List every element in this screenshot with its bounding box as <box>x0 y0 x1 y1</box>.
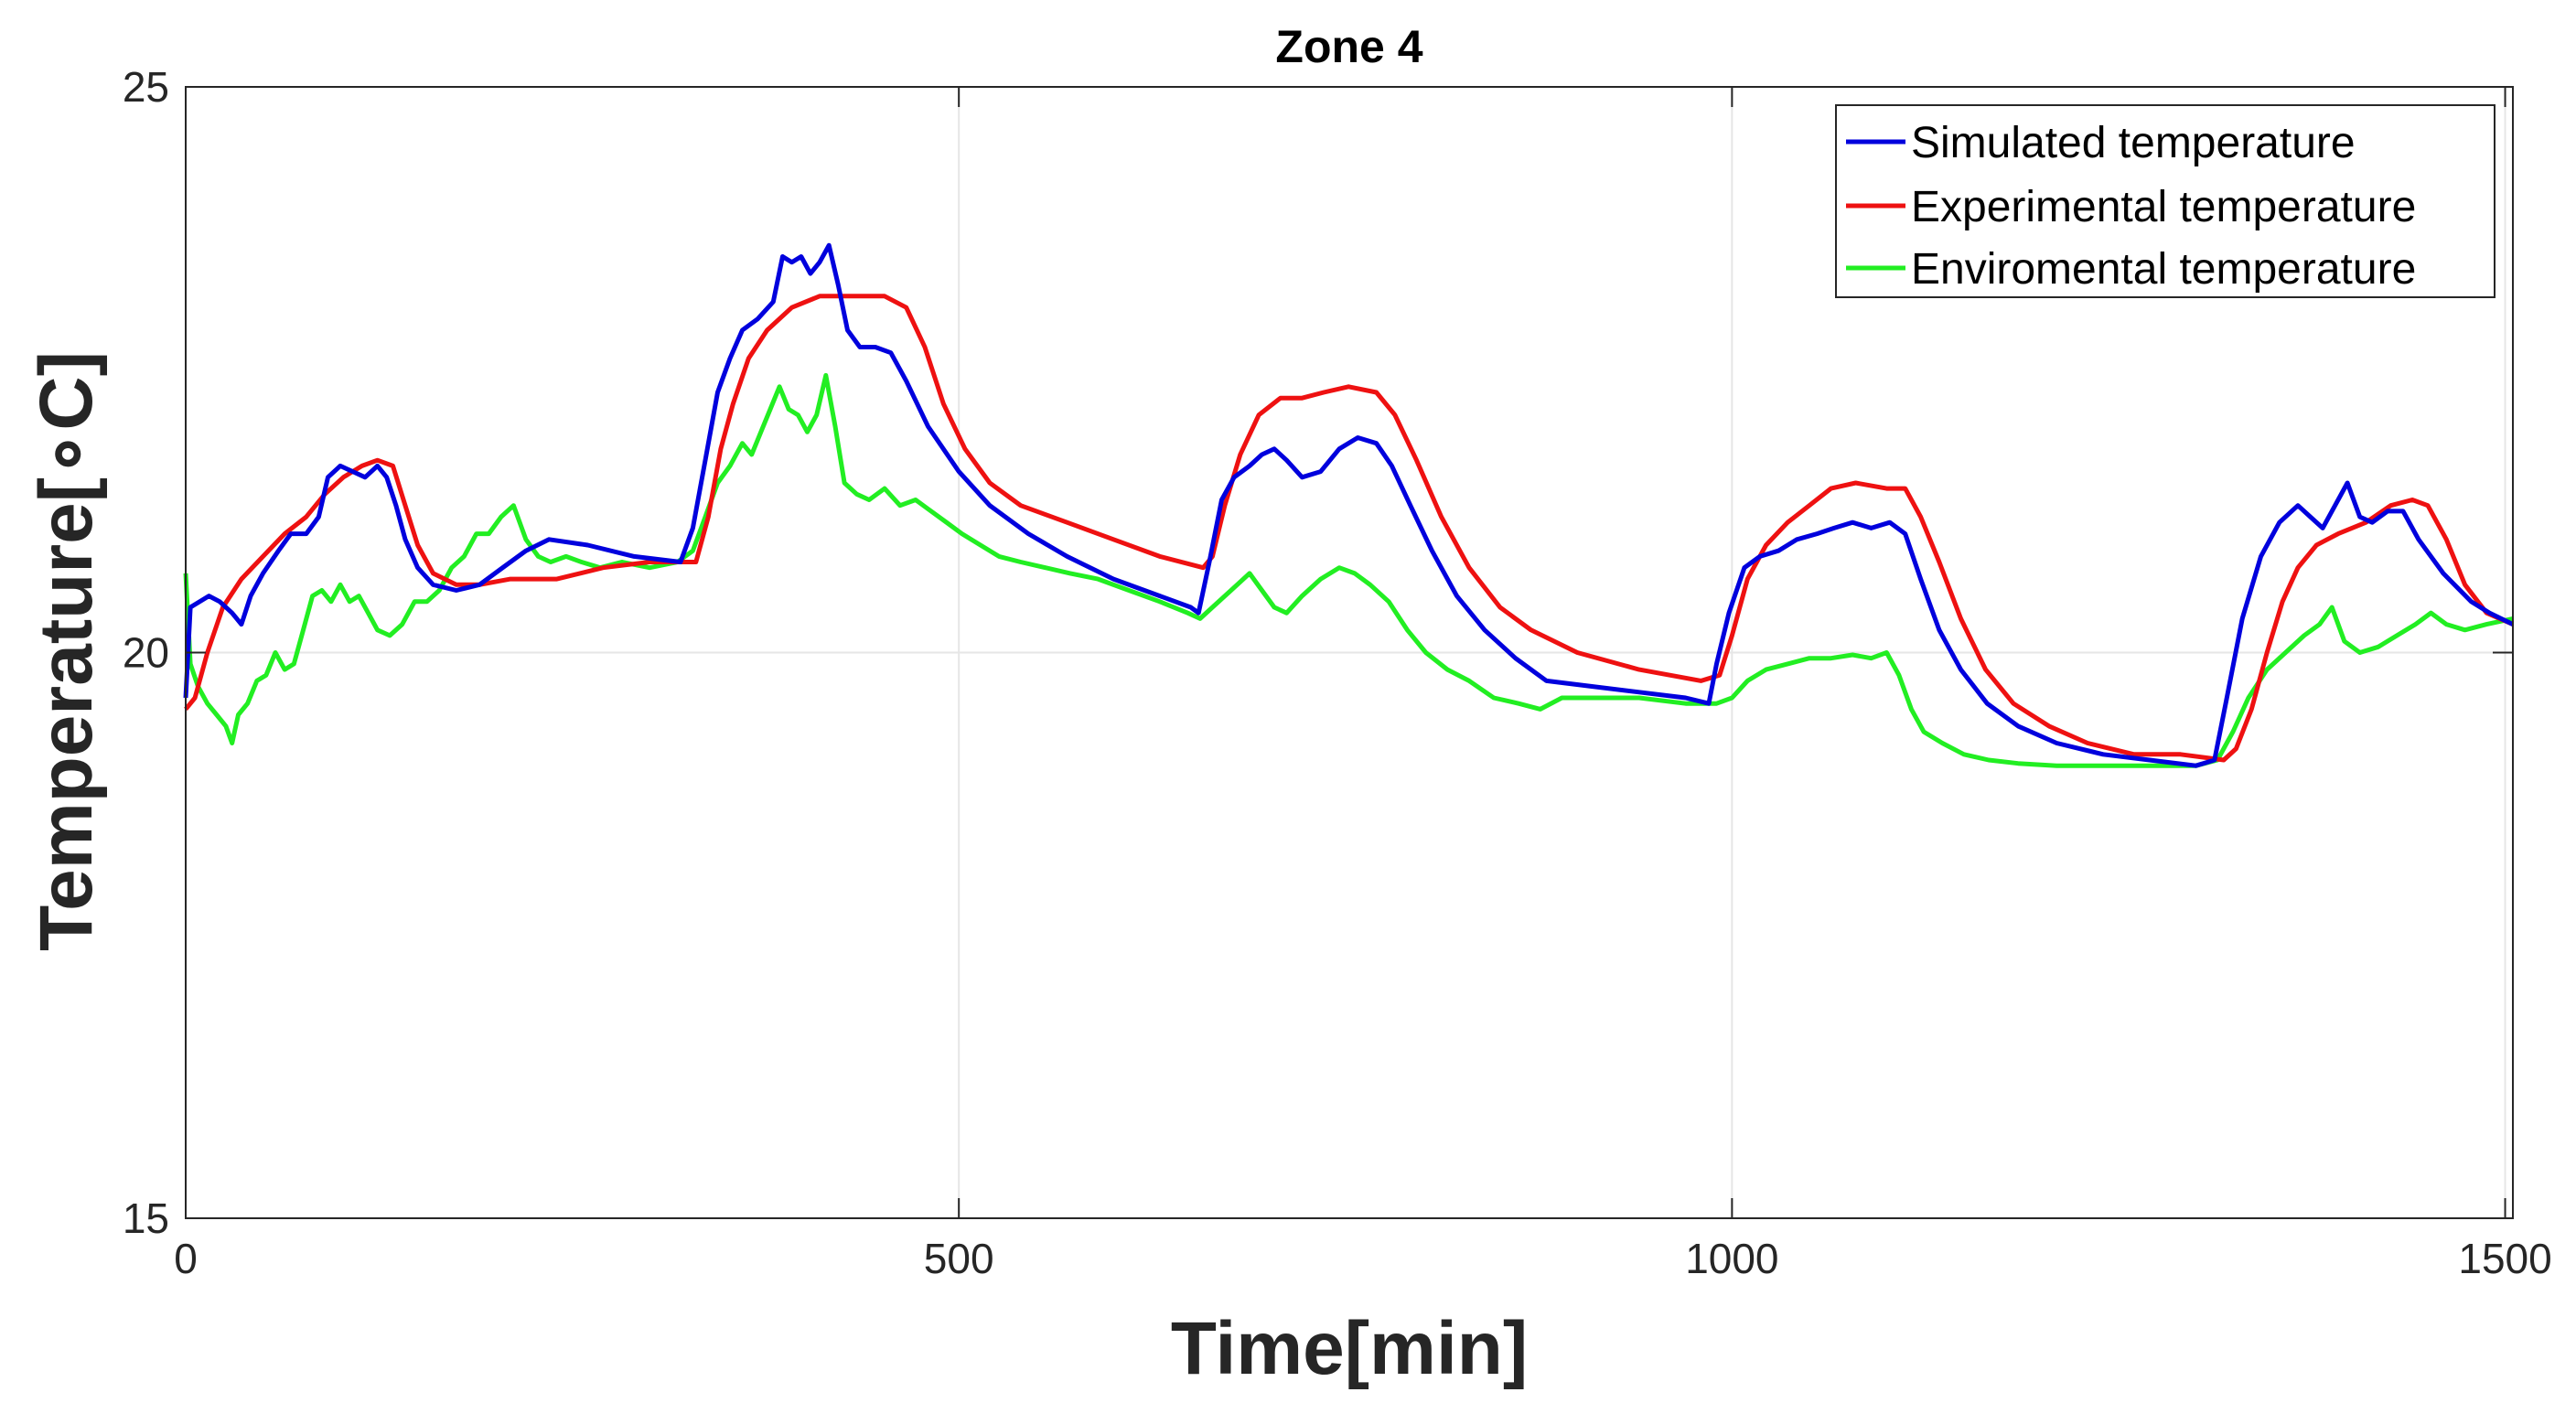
series-line-simulated-temperature <box>183 242 2515 768</box>
legend: Simulated temperature Experimental tempe… <box>1835 104 2496 298</box>
x-tick-label: 0 <box>174 1235 198 1282</box>
legend-label-simulated: Simulated temperature <box>1911 119 2356 167</box>
chart-title: Zone 4 <box>1275 21 1422 72</box>
x-tick-label: 500 <box>924 1235 994 1282</box>
x-axis-label: Time[min] <box>1171 1307 1528 1390</box>
x-tick-label: 1000 <box>1685 1235 1778 1282</box>
y-axis-label: Temperature[∘C] <box>25 351 108 951</box>
y-tick-label: 20 <box>123 629 169 677</box>
series-line-experimental-temperature <box>184 294 2514 763</box>
x-tick-label: 1500 <box>2458 1235 2551 1282</box>
data-series <box>183 242 2515 768</box>
legend-label-experimental: Experimental temperature <box>1911 183 2416 231</box>
series-line-enviromental-temperature <box>183 372 2514 768</box>
legend-box <box>1835 104 2496 298</box>
y-tick-label: 15 <box>123 1194 169 1242</box>
y-tick-label: 25 <box>123 63 169 111</box>
legend-label-enviromental: Enviromental temperature <box>1911 245 2416 294</box>
axis-ticks: 0 500 1000 1500 15 20 25 <box>123 63 2552 1282</box>
